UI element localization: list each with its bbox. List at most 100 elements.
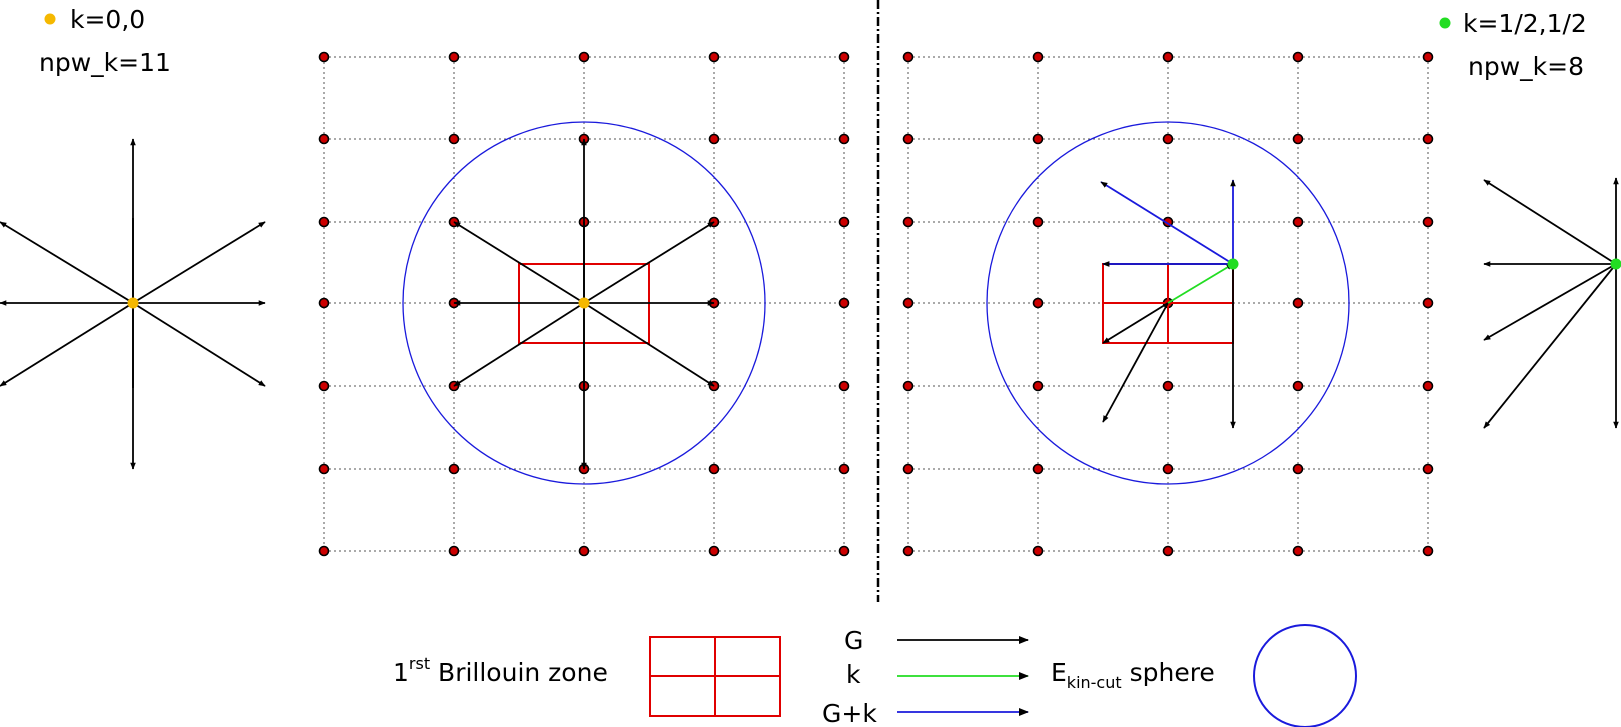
right-lattice-point-2-0: [902, 216, 914, 228]
legend-bz-prefix: 1: [393, 658, 409, 687]
left-lattice-point-6-0: [318, 545, 330, 557]
left-lattice-point-1-0: [318, 133, 330, 145]
right-g-vector-1: [1102, 302, 1169, 423]
legend-bz-label: 1rst Brillouin zone: [393, 654, 608, 687]
right-lattice-point-4-2: [1162, 380, 1174, 392]
left-lattice-point-0-4: [838, 51, 850, 63]
left-lattice-point-0-0: [318, 51, 330, 63]
left-lattice-point-6-3: [708, 545, 720, 557]
right-lattice-point-0-3: [1292, 51, 1304, 63]
right-ekin-sphere: [986, 121, 1350, 485]
right-k-legend-dot: [1439, 17, 1451, 29]
right-lattice-point-0-2: [1162, 51, 1174, 63]
left-lattice-point-6-2: [578, 545, 590, 557]
left-lattice-point-6-4: [838, 545, 850, 557]
right-k-label: k=1/2,1/2: [1463, 9, 1587, 38]
left-lattice-point-6-1: [448, 545, 460, 557]
legend-bz-superscript: rst: [409, 654, 430, 673]
right-lattice-point-1-3: [1292, 133, 1304, 145]
right-lattice-point-0-4: [1422, 51, 1434, 63]
legend-g-label: G: [844, 626, 863, 655]
left-star-origin: [127, 297, 139, 309]
legend-bz-swatch: [649, 636, 781, 717]
right-lattice-point-6-0: [902, 545, 914, 557]
left-g-vector-7: [583, 302, 715, 387]
left-star-vectors: [0, 138, 266, 470]
right-lattice-point-1-0: [902, 133, 914, 145]
right-lattice-point-4-0: [902, 380, 914, 392]
left-lattice-point-1-1: [448, 133, 460, 145]
left-k-point: [578, 297, 590, 309]
right-lattice-point-0-1: [1032, 51, 1044, 63]
right-lattice: [902, 51, 1434, 557]
right-lattice-point-3-1: [1032, 297, 1044, 309]
right-lattice-point-4-3: [1292, 380, 1304, 392]
right-lattice-point-5-3: [1292, 463, 1304, 475]
right-k-vector-0: [1167, 263, 1234, 304]
right-lattice-point-6-3: [1292, 545, 1304, 557]
left-ekin-sphere: [402, 121, 766, 485]
legend-sphere-label: Ekin-cut sphere: [1051, 658, 1215, 692]
right-star-vector-3: [1483, 179, 1617, 265]
left-lattice-point-0-3: [708, 51, 720, 63]
left-lattice-point-5-1: [448, 463, 460, 475]
legend-e-suffix: sphere: [1122, 658, 1215, 687]
right-star-vectors: [1483, 177, 1619, 429]
left-k-legend-dot: [44, 13, 56, 25]
right-lattice-point-5-1: [1032, 463, 1044, 475]
left-star-vector-4: [0, 221, 134, 304]
right-lattice-point-2-4: [1422, 216, 1434, 228]
right-star-vector-4: [1483, 263, 1617, 341]
right-lattice-point-2-3: [1292, 216, 1304, 228]
right-gk-vector-0: [1100, 181, 1234, 265]
right-lattice-points: [902, 51, 1434, 557]
left-lattice-point-4-0: [318, 380, 330, 392]
right-lattice-point-3-3: [1292, 297, 1304, 309]
right-lattice-point-6-2: [1162, 545, 1174, 557]
right-lattice-point-3-4: [1422, 297, 1434, 309]
legend-bz-suffix: Brillouin zone: [430, 658, 608, 687]
left-lattice-point-3-4: [838, 297, 850, 309]
right-lattice-point-5-0: [902, 463, 914, 475]
right-star-vector-5: [1483, 263, 1617, 429]
left-lattice-point-5-4: [838, 463, 850, 475]
right-lattice-point-0-0: [902, 51, 914, 63]
right-lattice-point-4-4: [1422, 380, 1434, 392]
left-star-vector-6: [0, 302, 134, 387]
legend-sphere-swatch: [1253, 624, 1357, 727]
left-lattice: [318, 51, 850, 557]
left-lattice-point-1-4: [838, 133, 850, 145]
legend: 1rst Brillouin zone G k G+k Ekin-cut sph…: [393, 624, 1357, 727]
right-lattice-point-5-2: [1162, 463, 1174, 475]
legend-e-subscript: kin-cut: [1067, 673, 1122, 692]
left-lattice-points: [318, 51, 850, 557]
right-lattice-point-1-4: [1422, 133, 1434, 145]
right-lattice-point-4-1: [1032, 380, 1044, 392]
left-lattice-point-0-2: [578, 51, 590, 63]
right-lattice-point-2-1: [1032, 216, 1044, 228]
right-k-point: [1227, 258, 1239, 270]
left-lattice-point-4-4: [838, 380, 850, 392]
right-gk-vectors: [1100, 179, 1236, 429]
legend-e-prefix: E: [1051, 658, 1067, 687]
right-lattice-point-1-1: [1032, 133, 1044, 145]
left-lattice-point-5-3: [708, 463, 720, 475]
left-g-vector-5: [583, 221, 715, 304]
right-lattice-point-1-2: [1162, 133, 1174, 145]
right-g-vector-0: [1102, 302, 1169, 344]
left-star-vector-5: [132, 221, 266, 304]
right-npw-label: npw_k=8: [1468, 52, 1584, 81]
right-lattice-point-6-4: [1422, 545, 1434, 557]
left-lattice-point-5-0: [318, 463, 330, 475]
left-lattice-point-0-1: [448, 51, 460, 63]
left-star-vector-7: [132, 302, 266, 387]
left-lattice-point-2-4: [838, 216, 850, 228]
legend-k-label: k: [846, 660, 861, 689]
right-lattice-point-5-4: [1422, 463, 1434, 475]
left-k-label: k=0,0: [70, 5, 145, 34]
left-lattice-point-1-3: [708, 133, 720, 145]
right-star-origin: [1610, 258, 1621, 270]
legend-gk-label: G+k: [822, 699, 877, 727]
left-npw-label: npw_k=11: [39, 48, 171, 77]
